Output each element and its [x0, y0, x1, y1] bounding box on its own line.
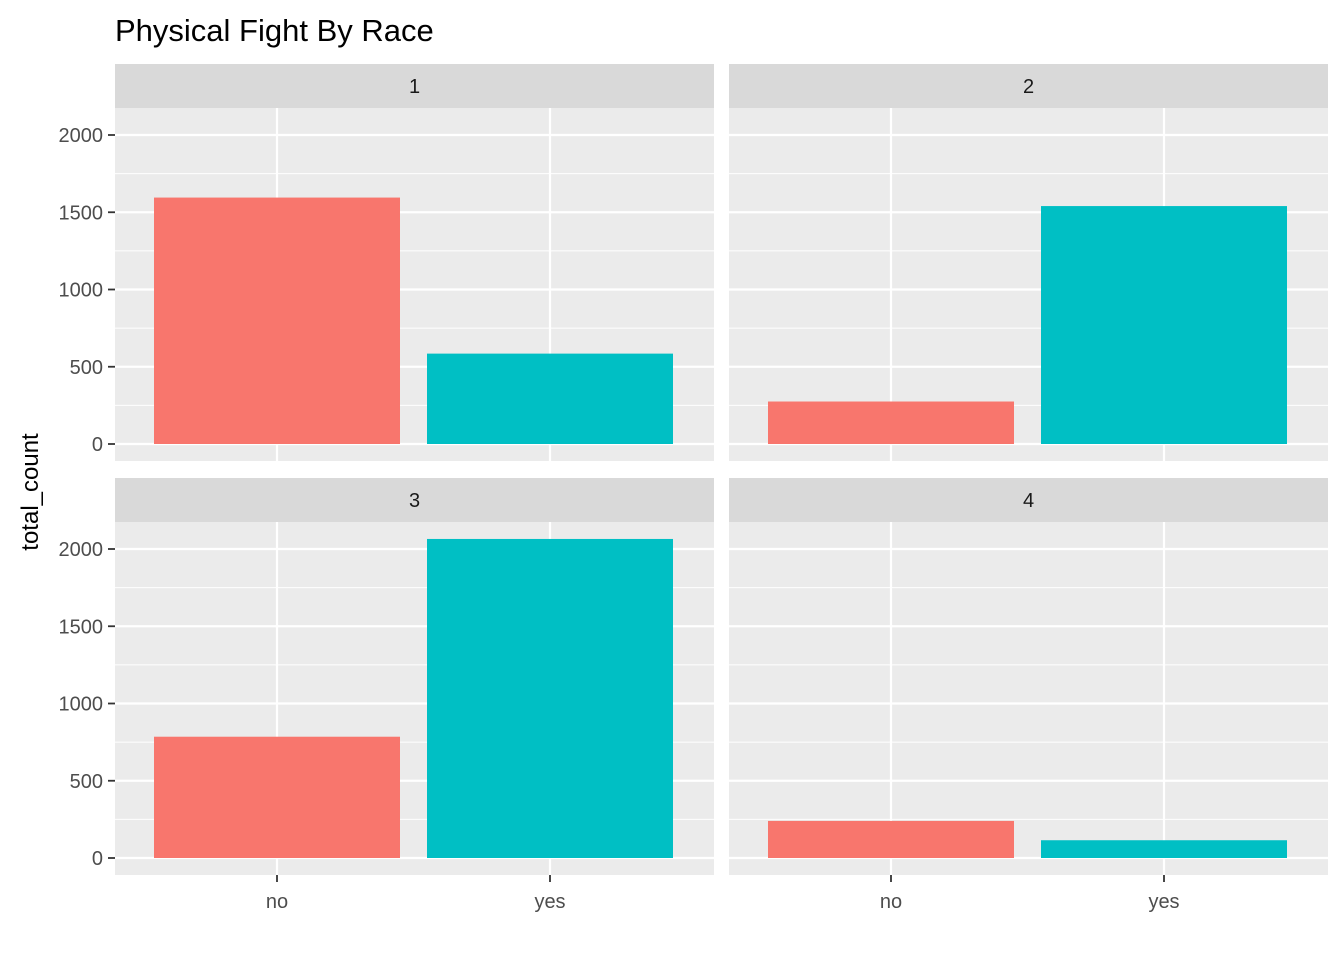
- bar-no: [154, 736, 400, 858]
- facet-panels: 1 0 500 1000 1500 2000 2 3 0 500 1000 1500 2000 no yes…: [59, 64, 1328, 913]
- facet-panel-3: 3 0 500 1000 1500 2000 no yes: [59, 478, 714, 913]
- y-tick-label: 0: [92, 434, 103, 456]
- x-tick-label: no: [266, 891, 288, 913]
- x-tick-label: yes: [534, 891, 565, 913]
- facet-panel-1: 1 0 500 1000 1500 2000: [59, 64, 714, 461]
- bar-yes: [427, 538, 673, 858]
- x-tick-label: no: [880, 891, 902, 913]
- facet-strip: [729, 64, 1328, 108]
- y-tick-label: 1500: [59, 616, 104, 638]
- facet-strip: [115, 64, 714, 108]
- y-tick-label: 2000: [59, 539, 104, 561]
- y-tick-label: 500: [70, 771, 103, 793]
- bar-no: [768, 820, 1014, 858]
- bar-yes: [427, 353, 673, 444]
- y-tick-label: 1000: [59, 694, 104, 716]
- panel-background: [729, 522, 1328, 875]
- y-axis-title: total_count: [17, 433, 44, 551]
- bar-no: [768, 401, 1014, 444]
- bar-yes: [1041, 840, 1287, 858]
- bar-yes: [1041, 206, 1287, 444]
- y-tick-label: 1500: [59, 202, 104, 224]
- facet-strip-label: 4: [1023, 490, 1034, 512]
- bar-no: [154, 197, 400, 444]
- y-tick-label: 1000: [59, 280, 104, 302]
- facet-strip: [115, 478, 714, 522]
- facet-panel-2: 2: [729, 64, 1328, 461]
- y-tick-label: 500: [70, 357, 103, 379]
- chart-title: Physical Fight By Race: [115, 13, 434, 48]
- facet-panel-4: 4 no yes: [729, 478, 1328, 913]
- facet-strip-label: 3: [409, 490, 420, 512]
- facet-strip-label: 1: [409, 76, 420, 98]
- x-tick-label: yes: [1148, 891, 1179, 913]
- y-tick-label: 0: [92, 848, 103, 870]
- facet-strip-label: 2: [1023, 76, 1034, 98]
- facet-strip: [729, 478, 1328, 522]
- y-tick-label: 2000: [59, 125, 104, 147]
